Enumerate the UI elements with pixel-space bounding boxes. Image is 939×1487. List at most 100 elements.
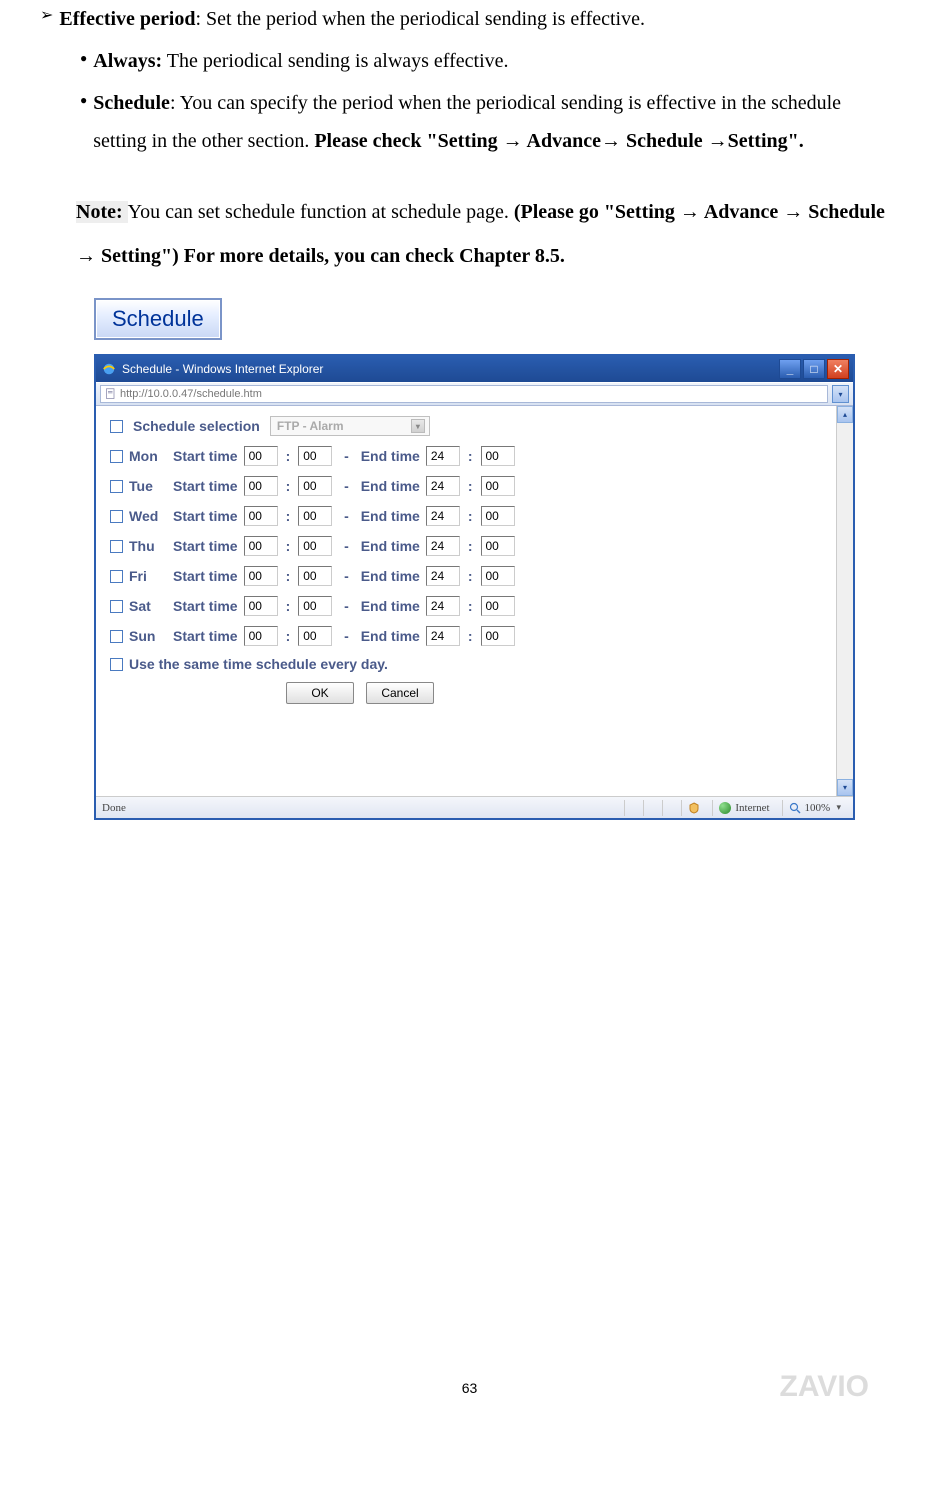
start-hour-input[interactable]: 00 [244, 596, 278, 616]
end-hour-input[interactable]: 24 [426, 446, 460, 466]
cancel-button[interactable]: Cancel [366, 682, 434, 704]
start-hour-input[interactable]: 00 [244, 446, 278, 466]
browser-window: Schedule - Windows Internet Explorer _ □… [94, 354, 855, 820]
day-checkbox[interactable] [110, 480, 123, 493]
minimize-button[interactable]: _ [779, 359, 801, 379]
day-label: Sun [129, 628, 167, 644]
time-colon: : [466, 478, 475, 494]
note-paragraph: Note: You can set schedule function at s… [76, 190, 899, 278]
end-hour-input[interactable]: 24 [426, 626, 460, 646]
end-hour-input[interactable]: 24 [426, 506, 460, 526]
time-colon: : [466, 598, 475, 614]
scroll-up-button[interactable]: ▴ [837, 406, 853, 423]
always-label: Always: [93, 50, 162, 72]
day-label: Sat [129, 598, 167, 614]
end-min-input[interactable]: 00 [481, 536, 515, 556]
start-label: Start time [173, 628, 238, 644]
time-colon: : [466, 448, 475, 464]
end-label: End time [361, 478, 420, 494]
schedule-row: WedStart time00:00 - End time24:00 [110, 506, 822, 526]
schedule-row: SatStart time00:00 - End time24:00 [110, 596, 822, 616]
always-line: Always: The periodical sending is always… [93, 42, 508, 80]
end-min-input[interactable]: 00 [481, 626, 515, 646]
time-dash: - [338, 478, 354, 494]
day-checkbox[interactable] [110, 630, 123, 643]
start-hour-input[interactable]: 00 [244, 536, 278, 556]
end-hour-input[interactable]: 24 [426, 596, 460, 616]
schedule-selection-checkbox[interactable] [110, 420, 123, 433]
start-label: Start time [173, 508, 238, 524]
start-label: Start time [173, 568, 238, 584]
end-hour-input[interactable]: 24 [426, 536, 460, 556]
schedule-row: ThuStart time00:00 - End time24:00 [110, 536, 822, 556]
note-label: Note: [76, 201, 128, 223]
schedule-label: Schedule [93, 92, 170, 114]
start-min-input[interactable]: 00 [298, 566, 332, 586]
end-label: End time [361, 508, 420, 524]
time-colon: : [284, 628, 293, 644]
day-checkbox[interactable] [110, 540, 123, 553]
page-icon [105, 388, 117, 400]
start-min-input[interactable]: 00 [298, 596, 332, 616]
end-min-input[interactable]: 00 [481, 566, 515, 586]
always-text: The periodical sending is always effecti… [162, 50, 508, 72]
status-zone: Internet [735, 802, 769, 814]
start-hour-input[interactable]: 00 [244, 566, 278, 586]
bullet-dot-icon: ● [80, 42, 87, 72]
maximize-button[interactable]: □ [803, 359, 825, 379]
day-checkbox[interactable] [110, 570, 123, 583]
url-input[interactable]: http://10.0.0.47/schedule.htm [100, 385, 828, 403]
time-colon: : [466, 508, 475, 524]
same-schedule-checkbox[interactable] [110, 658, 123, 671]
start-hour-input[interactable]: 00 [244, 476, 278, 496]
schedule-button[interactable]: Schedule [94, 298, 222, 340]
note-text-1: You can set schedule function at schedul… [128, 201, 514, 223]
end-min-input[interactable]: 00 [481, 596, 515, 616]
browser-titlebar: Schedule - Windows Internet Explorer _ □… [96, 356, 853, 382]
effective-period-label: Effective period [59, 8, 195, 30]
start-hour-input[interactable]: 00 [244, 626, 278, 646]
end-label: End time [361, 568, 420, 584]
end-label: End time [361, 448, 420, 464]
start-min-input[interactable]: 00 [298, 506, 332, 526]
vertical-scrollbar[interactable]: ▴ ▾ [836, 406, 853, 796]
schedule-type-select[interactable]: FTP - Alarm ▾ [270, 416, 430, 436]
status-zoom: 100% [805, 802, 831, 814]
schedule-row: SunStart time00:00 - End time24:00 [110, 626, 822, 646]
page-number: 63 [462, 1380, 478, 1396]
browser-status-bar: Done Internet 100% ▾ [96, 796, 853, 818]
end-min-input[interactable]: 00 [481, 506, 515, 526]
end-min-input[interactable]: 00 [481, 446, 515, 466]
schedule-type-value: FTP - Alarm [277, 419, 344, 433]
end-hour-input[interactable]: 24 [426, 566, 460, 586]
same-schedule-label: Use the same time schedule every day. [129, 656, 388, 672]
start-min-input[interactable]: 00 [298, 626, 332, 646]
time-dash: - [338, 538, 354, 554]
url-dropdown-button[interactable]: ▾ [832, 385, 849, 403]
time-colon: : [466, 628, 475, 644]
day-checkbox[interactable] [110, 600, 123, 613]
zoom-dropdown-icon[interactable]: ▾ [834, 802, 841, 813]
time-dash: - [338, 598, 354, 614]
schedule-selection-heading: Schedule selection [133, 418, 260, 434]
start-label: Start time [173, 478, 238, 494]
start-min-input[interactable]: 00 [298, 446, 332, 466]
bullet-dot-icon: ● [80, 84, 87, 114]
day-checkbox[interactable] [110, 450, 123, 463]
end-min-input[interactable]: 00 [481, 476, 515, 496]
browser-address-bar: http://10.0.0.47/schedule.htm ▾ [96, 382, 853, 406]
start-min-input[interactable]: 00 [298, 476, 332, 496]
time-colon: : [284, 478, 293, 494]
time-colon: : [466, 568, 475, 584]
end-hour-input[interactable]: 24 [426, 476, 460, 496]
close-button[interactable]: ✕ [827, 359, 849, 379]
start-min-input[interactable]: 00 [298, 536, 332, 556]
time-colon: : [284, 448, 293, 464]
chevron-down-icon: ▾ [411, 419, 425, 433]
day-checkbox[interactable] [110, 510, 123, 523]
ok-button[interactable]: OK [286, 682, 354, 704]
start-hour-input[interactable]: 00 [244, 506, 278, 526]
schedule-row: TueStart time00:00 - End time24:00 [110, 476, 822, 496]
scroll-down-button[interactable]: ▾ [837, 779, 853, 796]
browser-title: Schedule - Windows Internet Explorer [122, 362, 323, 376]
